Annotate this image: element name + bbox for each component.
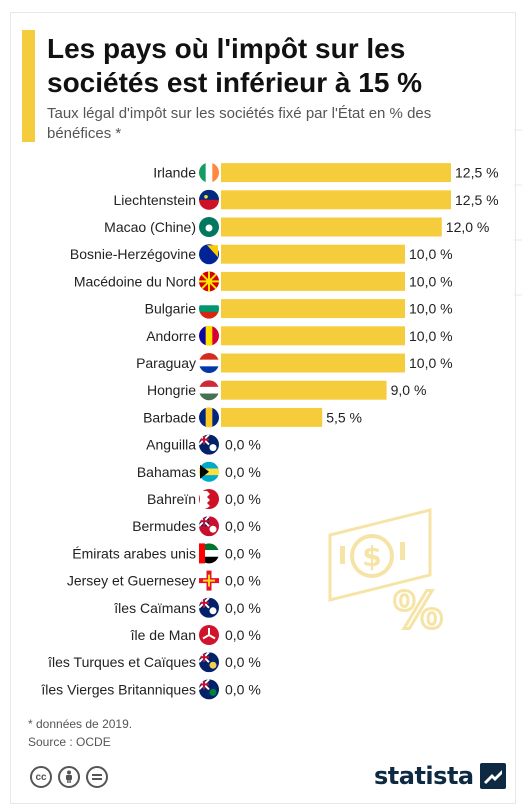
statista-logo[interactable]: statista: [374, 762, 506, 790]
macao-flag-icon: [199, 217, 219, 237]
category-label: Bahreïn: [147, 491, 196, 507]
license-icons: cc: [30, 766, 108, 788]
category-label: îles Turques et Caïques: [47, 654, 196, 670]
by-person-icon[interactable]: [58, 766, 80, 788]
value-label: 0,0 %: [225, 600, 261, 616]
value-label: 10,0 %: [409, 355, 453, 371]
value-label: 0,0 %: [225, 464, 261, 480]
value-label: 0,0 %: [225, 573, 261, 589]
north-macedonia-flag-icon: [199, 271, 219, 292]
svg-text:$: $: [362, 540, 381, 573]
jersey-guernsey-flag-icon: [199, 570, 219, 591]
category-label: îles Vierges Britanniques: [40, 681, 196, 697]
bermuda-flag-icon: [199, 516, 219, 537]
category-label: Anguilla: [146, 437, 196, 453]
value-label: 0,0 %: [225, 437, 261, 453]
liechtenstein-flag-icon: [199, 189, 219, 210]
footnote-note: * données de 2019.: [28, 717, 133, 731]
bar: [221, 217, 442, 237]
bar: [221, 380, 387, 400]
turks-caicos-flag-icon: [199, 652, 219, 673]
value-label: 12,5 %: [455, 192, 499, 208]
value-label: 0,0 %: [225, 545, 261, 561]
value-label: 0,0 %: [225, 654, 261, 670]
andorra-flag-icon: [199, 325, 219, 346]
bosnia-flag-icon: [199, 244, 219, 265]
value-label: 5,5 %: [326, 409, 362, 425]
category-label: Barbade: [143, 409, 196, 425]
logo-text: statista: [374, 762, 474, 790]
cc-icon[interactable]: cc: [30, 766, 52, 788]
bulgaria-flag-icon: [199, 298, 219, 319]
bar: [221, 163, 451, 183]
bahamas-flag-icon: [199, 461, 219, 482]
bar: [221, 407, 323, 427]
card-frame: [10, 12, 516, 804]
chart-subtitle: Taux légal d'impôt sur les sociétés fixé…: [47, 105, 432, 142]
category-label: Hongrie: [147, 382, 196, 398]
category-label: Macédoine du Nord: [74, 273, 196, 289]
category-label: Andorre: [146, 328, 196, 344]
value-label: 10,0 %: [409, 246, 453, 262]
anguilla-flag-icon: [199, 434, 219, 455]
footnote-block: * données de 2019. Source : OCDE: [28, 715, 132, 751]
category-label: Paraguay: [136, 355, 196, 371]
svg-text:%: %: [393, 582, 443, 640]
category-label: Macao (Chine): [104, 219, 196, 235]
value-label: 9,0 %: [391, 382, 427, 398]
value-label: 10,0 %: [409, 301, 453, 317]
bahrain-flag-icon: [199, 489, 219, 509]
value-label: 10,0 %: [409, 328, 453, 344]
footnote-source: Source : OCDE: [28, 735, 111, 749]
statista-mark-icon: [479, 763, 506, 789]
category-label: Irlande: [153, 165, 196, 181]
isle-of-man-flag-icon: [199, 625, 219, 645]
money-percent-illustration: $%: [328, 129, 522, 642]
category-label: Bosnie-Herzégovine: [70, 246, 196, 262]
uae-flag-icon: [199, 543, 219, 564]
bar: [221, 299, 405, 319]
nd-equals-icon[interactable]: [86, 766, 108, 788]
bar: [221, 353, 405, 373]
category-label: Émirats arabes unis: [72, 545, 196, 561]
category-label: Bahamas: [137, 464, 196, 480]
value-label: 12,0 %: [446, 219, 490, 235]
value-label: 0,0 %: [225, 681, 261, 697]
paraguay-flag-icon: [199, 353, 219, 373]
hungary-flag-icon: [199, 380, 219, 401]
value-label: 12,5 %: [455, 165, 499, 181]
chart-title: Les pays où l'impôt sur les sociétés est…: [47, 33, 423, 98]
cayman-islands-flag-icon: [199, 597, 219, 618]
value-label: 0,0 %: [225, 491, 261, 507]
category-label: Jersey et Guernesey: [67, 573, 196, 589]
category-label: Bulgarie: [145, 301, 197, 317]
bar: [221, 326, 405, 346]
value-label: 0,0 %: [225, 627, 261, 643]
ireland-flag-icon: [199, 162, 219, 183]
category-label: Liechtenstein: [113, 192, 196, 208]
british-virgin-islands-flag-icon: [199, 679, 219, 700]
bar: [221, 190, 451, 210]
value-label: 0,0 %: [225, 518, 261, 534]
title-accent-bar: [22, 30, 35, 142]
value-label: 10,0 %: [409, 273, 453, 289]
category-label: Bermudes: [132, 518, 196, 534]
bar: [221, 244, 405, 264]
category-label: îles Caïmans: [113, 600, 196, 616]
barbados-flag-icon: [199, 407, 219, 428]
bar: [221, 271, 405, 291]
category-label: île de Man: [130, 627, 196, 643]
